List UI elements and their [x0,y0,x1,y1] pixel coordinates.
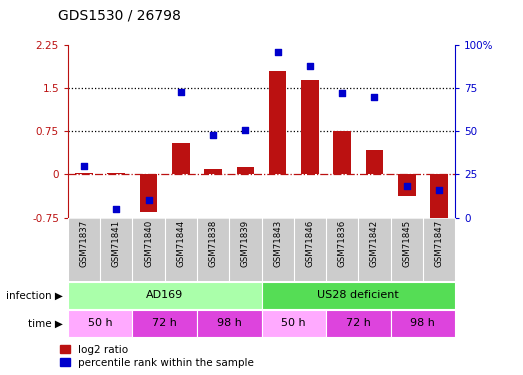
Text: GSM71843: GSM71843 [273,219,282,267]
Bar [68,310,132,337]
Text: 98 h: 98 h [411,318,435,328]
Bar [430,174,448,222]
Bar [75,172,93,174]
Bar [204,169,222,174]
Point [177,88,185,94]
Bar [108,172,125,174]
Point [435,187,443,193]
Text: AD169: AD169 [146,290,184,300]
Text: 98 h: 98 h [217,318,242,328]
Text: time ▶: time ▶ [28,318,63,328]
Bar [140,174,157,212]
Point [274,49,282,55]
Text: GDS1530 / 26798: GDS1530 / 26798 [58,9,180,22]
Text: GSM71841: GSM71841 [112,219,121,267]
Point [305,63,314,69]
Bar [236,168,254,174]
Text: infection ▶: infection ▶ [6,290,63,300]
Point [144,197,153,203]
Text: GSM71839: GSM71839 [241,219,250,267]
Point [370,94,379,100]
Point [209,132,218,138]
Bar [269,71,287,174]
Text: 72 h: 72 h [152,318,177,328]
Point [112,206,120,212]
Bar [333,131,351,174]
Bar [391,310,455,337]
Text: GSM71845: GSM71845 [402,219,411,267]
Bar [262,310,326,337]
Text: GSM71846: GSM71846 [305,219,314,267]
Bar [197,310,262,337]
Point [80,163,88,169]
Legend: log2 ratio, percentile rank within the sample: log2 ratio, percentile rank within the s… [58,343,256,370]
Text: 50 h: 50 h [281,318,306,328]
Bar [398,174,415,196]
Bar [68,282,262,309]
Bar [301,80,319,174]
Bar [132,310,197,337]
Bar [326,310,391,337]
Text: GSM71836: GSM71836 [338,219,347,267]
Point [338,90,346,96]
Point [241,126,249,132]
Text: GSM71847: GSM71847 [435,219,444,267]
Point [403,183,411,189]
Bar [366,150,383,174]
Bar [172,143,190,174]
Text: US28 deficient: US28 deficient [317,290,399,300]
Text: GSM71840: GSM71840 [144,219,153,267]
Text: GSM71837: GSM71837 [79,219,88,267]
Text: 72 h: 72 h [346,318,371,328]
Text: GSM71838: GSM71838 [209,219,218,267]
Text: GSM71844: GSM71844 [176,219,185,267]
Text: 50 h: 50 h [88,318,112,328]
Bar [262,282,455,309]
Text: GSM71842: GSM71842 [370,219,379,267]
